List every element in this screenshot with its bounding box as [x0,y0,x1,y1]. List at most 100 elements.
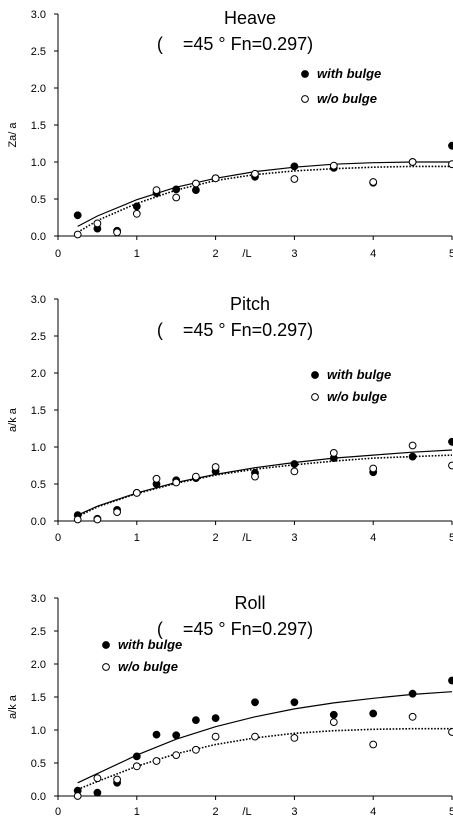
y-tick-label: 1.0 [31,725,46,737]
data-point-without-bulge [132,209,141,218]
x-tick-label: 5 [449,248,453,260]
data-point-with-bulge [290,460,299,468]
y-tick-label: 0.5 [31,479,46,491]
x-tick-label: 0 [55,532,61,544]
y-tick-label: 0.5 [31,758,46,770]
y-axis-label: a/k a [7,407,19,432]
data-point-without-bulge [172,478,181,487]
data-point-without-bulge [290,175,299,183]
x-tick-label: 3 [291,806,297,818]
x-tick-label: 2 [213,806,219,818]
x-tick-label: 4 [370,806,376,818]
legend-label: w/o bulge [317,91,377,106]
data-point-with-bulge [369,709,378,718]
y-axis-label: a/k a [7,694,19,719]
data-point-with-bulge [192,716,200,724]
fit-curve-with-bulge [77,691,453,784]
data-point-without-bulge [408,441,417,450]
data-point-with-bulge [172,731,181,740]
y-tick-label: 3.0 [31,294,46,306]
y-tick-label: 0.5 [31,194,46,206]
data-point-with-bulge [408,689,417,698]
data-point-without-bulge [152,757,161,765]
x-tick-label: 1 [134,806,140,818]
chart-title: Pitch [230,294,270,314]
data-point-with-bulge [172,185,181,194]
chart-panel-1: 0.0 0.5 1.0 1.5 2.0 2.5 3.0 0 1 2 3 4 5/L Za/ a Heave (… [7,8,453,260]
y-tick-label: 0.0 [31,791,46,803]
data-point-with-bulge [448,437,453,446]
data-point-with-bulge [290,162,299,171]
data-point-without-bulge [113,228,121,237]
x-axis-label: /L [242,806,251,818]
data-point-without-bulge [73,515,82,524]
data-point-without-bulge [448,461,453,470]
legend-label: with bulge [317,66,381,81]
data-point-with-bulge [211,714,220,722]
data-point-without-bulge [329,161,338,170]
data-point-without-bulge [73,230,82,239]
y-tick-label: 1.0 [31,442,46,454]
data-point-without-bulge [172,751,181,759]
x-axis-label: /L [242,248,251,260]
data-point-without-bulge [172,193,181,202]
data-point-with-bulge [93,788,102,797]
y-tick-label: 0.0 [31,516,46,528]
chart-title: Heave [224,8,276,28]
x-tick-label: 3 [291,532,297,544]
y-tick-label: 1.0 [31,157,46,169]
legend-marker [311,371,319,379]
legend-marker [311,393,319,401]
data-point-without-bulge [132,489,141,497]
data-point-with-bulge [448,676,453,685]
y-tick-label: 2.0 [31,659,46,671]
y-tick-label: 2.0 [31,368,46,380]
y-tick-label: 2.5 [31,626,46,638]
y-axis-label: Za/ a [7,122,19,148]
data-point-without-bulge [93,515,102,524]
data-point-without-bulge [93,219,102,228]
data-point-with-bulge [408,452,417,461]
data-point-without-bulge [113,775,121,784]
fit-curve-with-bulge [77,449,453,516]
data-point-without-bulge [251,472,259,481]
x-axis-label: /L [242,532,251,544]
data-point-without-bulge [408,712,417,721]
data-point-without-bulge [369,464,378,473]
data-point-with-bulge [448,141,453,150]
data-point-without-bulge [152,474,161,483]
legend-marker [102,663,110,671]
y-tick-label: 1.5 [31,120,46,132]
x-tick-label: 5 [449,806,453,818]
y-tick-label: 2.5 [31,46,46,58]
x-tick-label: 4 [370,248,376,260]
data-point-with-bulge [132,752,141,761]
data-point-without-bulge [329,449,338,457]
data-point-without-bulge [93,774,102,783]
fit-curve-without-bulge [77,727,452,791]
legend-marker [301,95,309,103]
legend-marker [102,641,110,649]
legend-label: with bulge [118,637,182,652]
x-tick-label: 5 [449,532,453,544]
y-tick-label: 0.0 [31,231,46,243]
data-point-without-bulge [192,745,200,754]
x-tick-label: 0 [55,806,61,818]
y-tick-label: 1.5 [31,692,46,704]
y-tick-label: 1.5 [31,405,46,417]
data-point-without-bulge [192,179,200,188]
data-point-with-bulge [132,202,141,211]
chart-subtitle: ( =45 ° Fn=0.297) [157,320,313,340]
chart-panel-3: 0.0 0.5 1.0 1.5 2.0 2.5 3.0 0 1 2 3 4 5/L a/k a Roll ( … [7,593,453,818]
y-tick-label: 2.0 [31,83,46,95]
data-point-without-bulge [152,186,161,195]
y-tick-label: 3.0 [31,593,46,605]
y-tick-label: 3.0 [31,9,46,21]
y-tick-label: 2.5 [31,331,46,343]
legend-label: with bulge [327,367,391,382]
data-point-without-bulge [369,740,378,749]
data-point-without-bulge [211,463,220,471]
data-point-without-bulge [73,792,82,800]
fit-curve-without-bulge [77,454,453,518]
